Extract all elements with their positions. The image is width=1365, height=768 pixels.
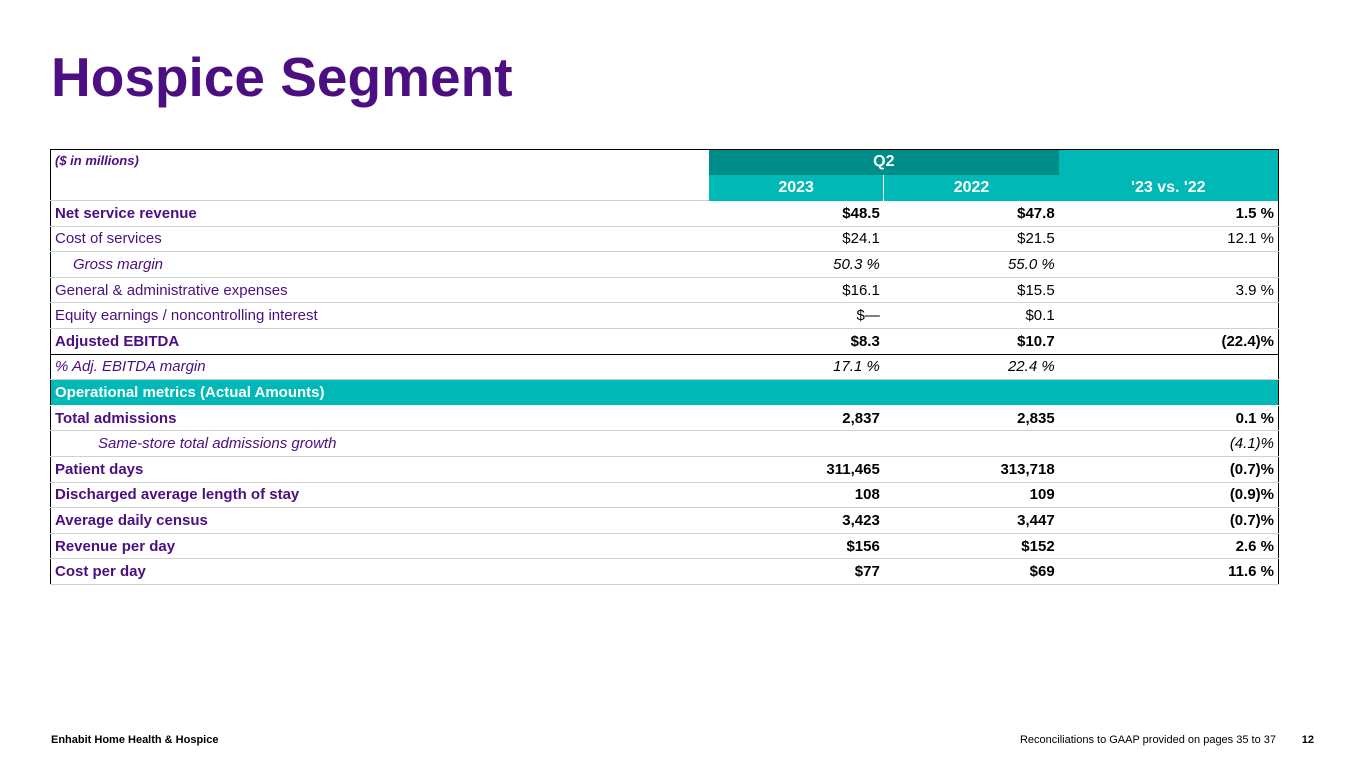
value-change (1058, 302, 1279, 329)
value-2022: 313,718 (883, 456, 1059, 483)
value-2023: 2,837 (708, 405, 884, 432)
value-2023: $77 (708, 558, 884, 585)
page-number: 12 (1301, 734, 1314, 746)
value-change: (4.1)% (1058, 430, 1279, 457)
row-label: Patient days (50, 456, 709, 483)
value-2022: 109 (883, 482, 1059, 509)
value-change: 0.1 % (1058, 405, 1279, 432)
value-2022: 3,447 (883, 507, 1059, 534)
table-row: Patient days 311,465 313,718 (0.7)% (50, 456, 1279, 483)
row-label: Equity earnings / noncontrolling interes… (50, 302, 709, 329)
table-row: Average daily census 3,423 3,447 (0.7)% (50, 507, 1279, 534)
row-label: Total admissions (50, 405, 709, 432)
value-2022: $0.1 (883, 302, 1059, 329)
value-change: 3.9 % (1058, 277, 1279, 304)
table-row: Cost of services $24.1 $21.5 12.1 % (50, 226, 1279, 253)
table-row: Cost per day $77 $69 11.6 % (50, 558, 1279, 585)
row-label: Net service revenue (50, 200, 709, 227)
row-label: General & administrative expenses (50, 277, 709, 304)
value-2022: $15.5 (883, 277, 1059, 304)
value-change: (22.4)% (1058, 327, 1279, 355)
value-change (1058, 354, 1279, 381)
value-2022: $10.7 (883, 327, 1059, 355)
table-row: Same-store total admissions growth (4.1)% (50, 430, 1279, 457)
table-row: Net service revenue $48.5 $47.8 1.5 % (50, 200, 1279, 227)
value-2023: 108 (708, 482, 884, 509)
table-row: Equity earnings / noncontrolling interes… (50, 302, 1279, 329)
row-label: Discharged average length of stay (50, 482, 709, 509)
row-label: Revenue per day (50, 533, 709, 560)
value-2022 (883, 430, 1059, 457)
section-label: Operational metrics (Actual Amounts) (50, 379, 1279, 406)
year-2023-header: 2023 (708, 174, 885, 201)
value-change (1058, 251, 1279, 278)
value-change: (0.7)% (1058, 507, 1279, 534)
table-row: % Adj. EBITDA margin 17.1 % 22.4 % (50, 354, 1279, 381)
financial-table: ($ in millions) Q2 '23 vs. '22 2023 2022… (50, 149, 1279, 585)
value-2022: $47.8 (883, 200, 1059, 227)
table-row: Gross margin 50.3 % 55.0 % (50, 251, 1279, 278)
value-2023: $— (708, 302, 884, 329)
units-label: ($ in millions) (50, 149, 709, 201)
table-row: Total admissions 2,837 2,835 0.1 % (50, 405, 1279, 432)
value-2022: $152 (883, 533, 1059, 560)
value-2023 (708, 430, 884, 457)
table-row: Revenue per day $156 $152 2.6 % (50, 533, 1279, 560)
value-change: 2.6 % (1058, 533, 1279, 560)
row-label: Cost of services (50, 226, 709, 253)
table-row: Adjusted EBITDA $8.3 $10.7 (22.4)% (50, 327, 1279, 355)
row-label: Gross margin (50, 251, 709, 278)
value-2023: 17.1 % (708, 354, 884, 381)
row-label: Average daily census (50, 507, 709, 534)
value-2023: $16.1 (708, 277, 884, 304)
change-column-header: '23 vs. '22 (1058, 149, 1279, 201)
table-year-row: 2023 2022 (51, 174, 1279, 201)
table-header-row: ($ in millions) Q2 '23 vs. '22 (50, 149, 1279, 201)
table-row: General & administrative expenses $16.1 $1… (50, 277, 1279, 304)
value-change: 12.1 % (1058, 226, 1279, 253)
row-label: Same-store total admissions growth (50, 430, 709, 457)
value-2023: 3,423 (708, 507, 884, 534)
row-label: Cost per day (50, 558, 709, 585)
row-label: Adjusted EBITDA (50, 327, 709, 355)
value-change: 11.6 % (1058, 558, 1279, 585)
value-2022: 22.4 % (883, 354, 1059, 381)
page-title: Hospice Segment (51, 46, 513, 108)
value-2022: $21.5 (883, 226, 1059, 253)
value-2023: $24.1 (708, 226, 884, 253)
row-label: % Adj. EBITDA margin (50, 354, 709, 381)
value-change: 1.5 % (1058, 200, 1279, 227)
value-change: (0.7)% (1058, 456, 1279, 483)
value-2022: $69 (883, 558, 1059, 585)
year-2022-header: 2022 (883, 174, 1059, 201)
footer-note: Reconciliations to GAAP provided on page… (1019, 734, 1276, 746)
value-2023: $48.5 (708, 200, 884, 227)
value-2023: $156 (708, 533, 884, 560)
period-header: Q2 (708, 149, 1059, 175)
section-header-row: Operational metrics (Actual Amounts) (50, 379, 1279, 406)
value-2022: 55.0 % (883, 251, 1059, 278)
value-2022: 2,835 (883, 405, 1059, 432)
value-2023: 50.3 % (708, 251, 884, 278)
value-change: (0.9)% (1058, 482, 1279, 509)
footer-company: Enhabit Home Health & Hospice (51, 734, 219, 746)
table-row: Discharged average length of stay 108 109(… (50, 482, 1279, 509)
value-2023: 311,465 (708, 456, 884, 483)
value-2023: $8.3 (708, 327, 884, 355)
